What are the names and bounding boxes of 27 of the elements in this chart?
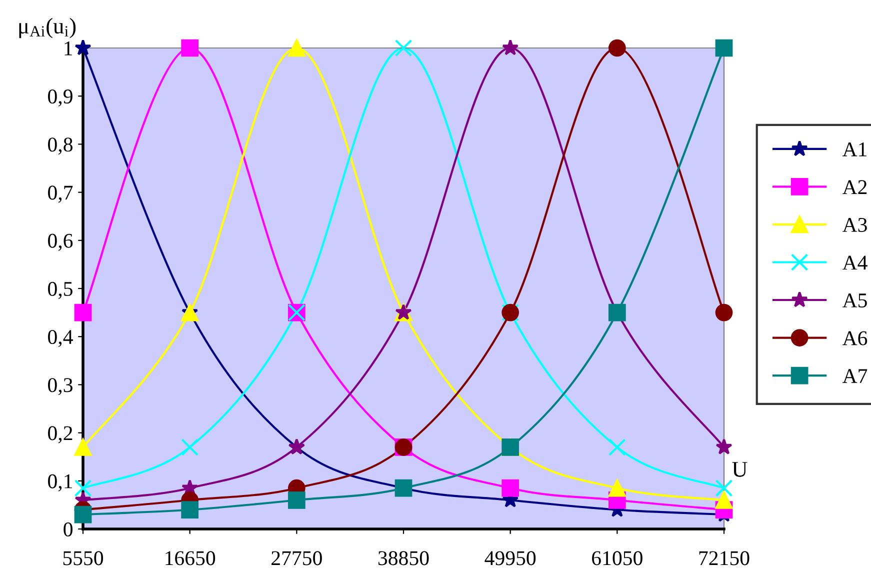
y-tick-label: 0,8 [48,138,72,155]
x-tick-label: 5550 [63,551,104,566]
legend-label: A2 [842,180,867,194]
y-tick-label: 0,7 [48,186,73,203]
y-tick-label: 0,5 [48,282,72,299]
x-tick-label: 38850 [378,551,429,566]
x-tick-label: 27750 [272,551,322,566]
x-tick-label: 72150 [699,551,750,566]
x-axis-title: U [732,462,748,477]
y-axis-title: μ$_{Ai}$(u$_{i}$) [19,18,76,38]
legend-label: A1 [842,142,866,156]
x-tick-label: 61050 [592,551,642,566]
y-tick-label: 0,4 [48,330,73,348]
legend-label: A7 [842,369,868,383]
x-tick-label: 49950 [484,551,536,566]
y-tick-label: 0 [64,522,72,536]
y-tick-label: 0,3 [48,378,72,396]
legend-label: A6 [842,331,868,346]
y-tick-label: 0,2 [48,426,72,444]
y-tick-label: 0,1 [48,474,72,492]
y-tick-label: 0,9 [48,89,72,107]
y-tick-label: 0,6 [48,234,73,251]
legend-label: A4 [842,256,868,270]
x-tick-label: 16650 [166,551,216,566]
legend-label: A5 [842,294,867,308]
legend-label: A3 [842,218,867,232]
y-tick-label: 1 [64,41,72,56]
